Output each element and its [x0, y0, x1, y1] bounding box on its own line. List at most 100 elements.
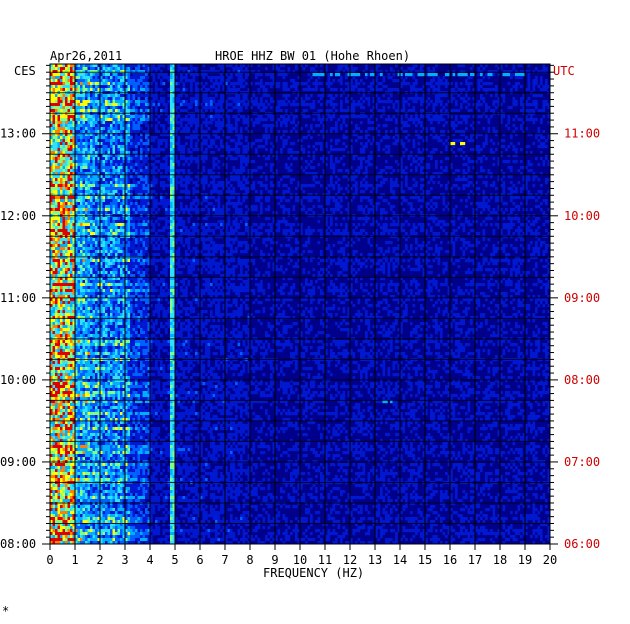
heatmap-cell	[367, 157, 371, 161]
heatmap-cell	[55, 199, 58, 203]
heatmap-cell	[172, 85, 176, 89]
heatmap-cell	[420, 103, 423, 107]
heatmap-cell	[497, 67, 501, 71]
heatmap-cell	[115, 106, 118, 110]
heatmap-cell	[60, 139, 63, 143]
heatmap-cell	[110, 94, 113, 98]
heatmap-cell	[387, 97, 391, 101]
heatmap-cell	[135, 157, 138, 161]
heatmap-cell	[107, 163, 111, 167]
heatmap-cell	[55, 196, 58, 200]
heatmap-cell	[500, 154, 503, 158]
heatmap-cell	[77, 118, 81, 122]
heatmap-cell	[532, 142, 536, 146]
heatmap-cell	[172, 160, 176, 164]
heatmap-cell	[440, 172, 443, 176]
heatmap-cell	[375, 85, 378, 89]
heatmap-cell	[52, 148, 56, 152]
heatmap-cell	[85, 160, 88, 164]
heatmap-cell	[130, 70, 133, 74]
heatmap-cell	[85, 124, 88, 128]
heatmap-cell	[82, 172, 86, 176]
heatmap-cell	[327, 79, 331, 83]
heatmap-cell	[90, 184, 93, 188]
heatmap-cell	[340, 115, 343, 119]
heatmap-cell	[460, 154, 463, 158]
heatmap-cell	[105, 115, 108, 119]
heatmap-cell	[145, 88, 148, 92]
heatmap-cell	[215, 109, 218, 113]
heatmap-cell	[365, 97, 368, 101]
heatmap-cell	[247, 160, 251, 164]
heatmap-cell	[50, 199, 53, 203]
heatmap-cell	[50, 130, 53, 134]
heatmap-cell	[415, 154, 418, 158]
heatmap-cell	[70, 115, 73, 119]
heatmap-cell	[127, 115, 131, 119]
heatmap-cell	[122, 94, 126, 98]
heatmap-cell	[310, 76, 313, 80]
heatmap-cell	[82, 67, 86, 71]
heatmap-cell	[117, 64, 121, 68]
heatmap-cell	[312, 130, 316, 134]
heatmap-cell	[87, 85, 91, 89]
heatmap-cell	[415, 79, 418, 83]
heatmap-cell	[75, 187, 78, 191]
heatmap-cell	[167, 184, 171, 188]
heatmap-cell	[295, 130, 298, 134]
heatmap-cell	[245, 151, 248, 155]
heatmap-cell	[527, 118, 531, 122]
heatmap-cell	[107, 121, 111, 125]
heatmap-cell	[52, 94, 56, 98]
heatmap-cell	[345, 169, 348, 173]
heatmap-cell	[60, 205, 63, 209]
heatmap-cell	[85, 79, 88, 83]
heatmap-cell	[100, 139, 103, 143]
heatmap-cell	[107, 184, 111, 188]
heatmap-cell	[62, 85, 66, 89]
heatmap-cell	[87, 190, 91, 194]
heatmap-cell	[377, 184, 381, 188]
heatmap-cell	[177, 136, 181, 140]
heatmap-cell	[470, 148, 473, 152]
heatmap-cell	[132, 157, 136, 161]
heatmap-cell	[67, 187, 71, 191]
heatmap-cell	[130, 190, 133, 194]
heatmap-cell	[307, 103, 311, 107]
heatmap-cell	[275, 151, 278, 155]
heatmap-cell	[220, 127, 223, 131]
heatmap-cell	[267, 115, 271, 119]
heatmap-cell	[462, 184, 466, 188]
heatmap-cell	[67, 172, 71, 176]
heatmap-cell	[430, 187, 433, 191]
heatmap-cell	[355, 103, 358, 107]
heatmap-cell	[67, 175, 71, 179]
heatmap-cell	[80, 160, 83, 164]
heatmap-cell	[67, 94, 71, 98]
heatmap-cell	[72, 127, 76, 131]
heatmap-cell	[55, 175, 58, 179]
heatmap-cell	[427, 103, 431, 107]
heatmap-cell	[220, 121, 223, 125]
heatmap-cell	[160, 184, 163, 188]
heatmap-cell	[452, 97, 456, 101]
heatmap-cell	[375, 79, 378, 83]
heatmap-cell	[125, 190, 128, 194]
heatmap-cell	[207, 103, 211, 107]
heatmap-cell	[185, 127, 188, 131]
heatmap-cell	[132, 130, 136, 134]
heatmap-cell	[440, 79, 443, 83]
heatmap-cell	[500, 178, 503, 182]
heatmap-cell	[427, 97, 431, 101]
heatmap-cell	[97, 103, 101, 107]
heatmap-cell	[87, 154, 91, 158]
heatmap-cell	[520, 172, 523, 176]
heatmap-cell	[180, 181, 183, 185]
heatmap-cell	[545, 82, 548, 86]
heatmap-cell	[100, 106, 103, 110]
heatmap-cell	[97, 88, 101, 92]
heatmap-cell	[120, 181, 123, 185]
heatmap-cell	[62, 79, 66, 83]
heatmap-cell	[202, 100, 206, 104]
heatmap-cell	[147, 175, 151, 179]
